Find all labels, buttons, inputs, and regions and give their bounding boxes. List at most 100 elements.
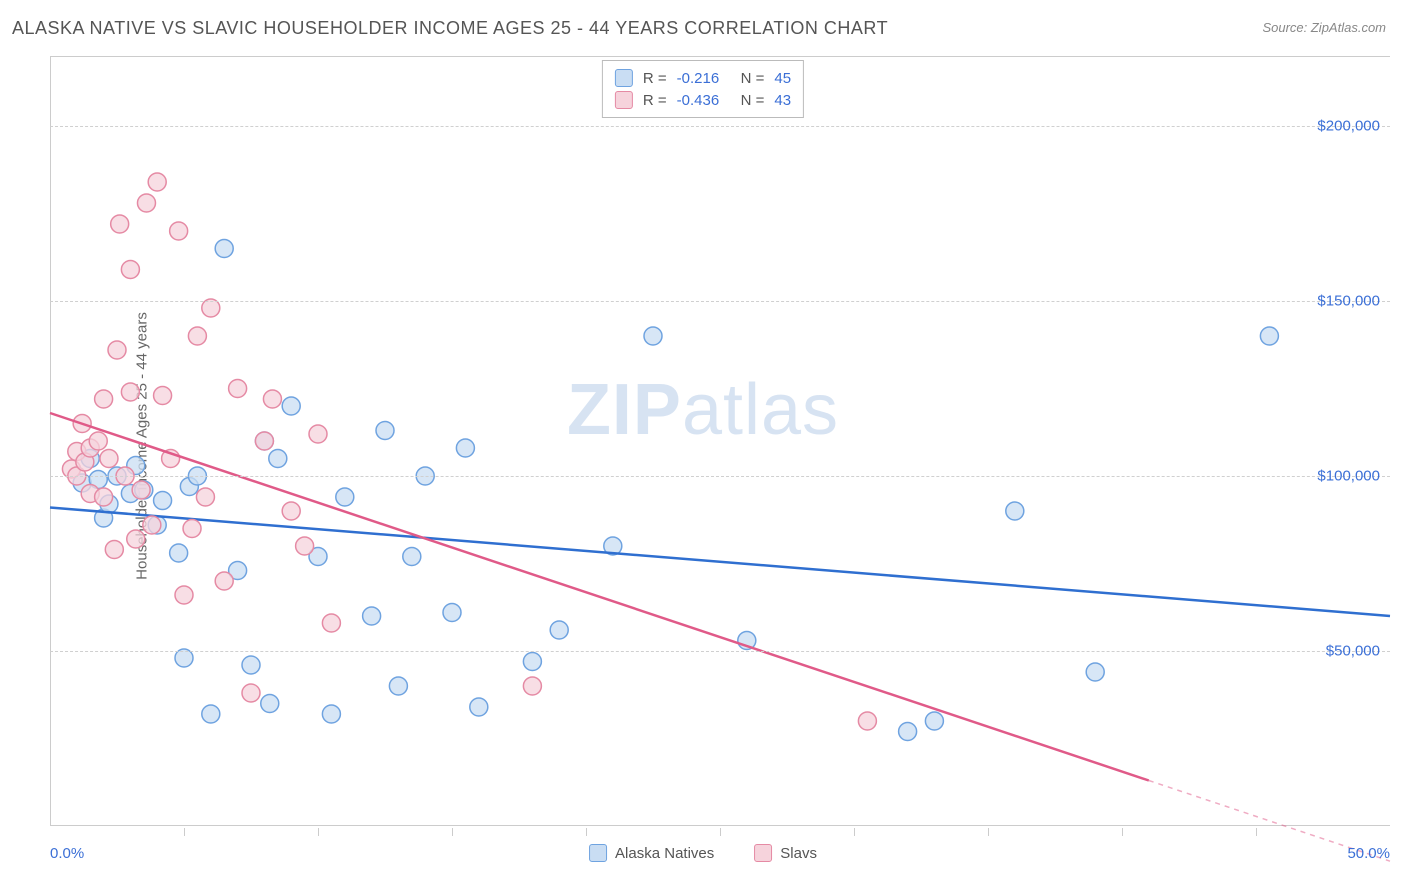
series-legend: Alaska Natives Slavs <box>589 844 817 862</box>
r-value: -0.436 <box>677 92 731 109</box>
legend-item: Alaska Natives <box>589 844 714 862</box>
data-point <box>523 653 541 671</box>
x-tick <box>184 828 185 836</box>
data-point <box>148 173 166 191</box>
data-point <box>170 544 188 562</box>
y-tick-label: $50,000 <box>1326 643 1380 660</box>
x-tick <box>586 828 587 836</box>
data-point <box>309 425 327 443</box>
correlation-legend: R = -0.216 N = 45 R = -0.436 N = 43 <box>602 60 804 118</box>
data-point <box>196 488 214 506</box>
data-point <box>229 380 247 398</box>
data-point <box>389 677 407 695</box>
data-point <box>550 621 568 639</box>
data-point <box>1260 327 1278 345</box>
data-point <box>470 698 488 716</box>
y-tick-label: $200,000 <box>1317 118 1380 135</box>
data-point <box>858 712 876 730</box>
data-point <box>263 390 281 408</box>
data-point <box>121 383 139 401</box>
gridline <box>50 301 1390 302</box>
data-point <box>443 604 461 622</box>
x-tick <box>988 828 989 836</box>
data-point <box>108 341 126 359</box>
legend-label: Alaska Natives <box>615 845 714 862</box>
data-point <box>121 261 139 279</box>
data-point <box>1086 663 1104 681</box>
legend-swatch <box>589 844 607 862</box>
legend-swatch <box>615 69 633 87</box>
data-point <box>154 387 172 405</box>
trend-line <box>50 413 1149 781</box>
data-point <box>188 327 206 345</box>
data-point <box>456 439 474 457</box>
data-point <box>111 215 129 233</box>
legend-label: Slavs <box>780 845 817 862</box>
x-tick <box>720 828 721 836</box>
scatter-svg <box>50 56 1390 826</box>
gridline <box>50 651 1390 652</box>
data-point <box>322 614 340 632</box>
data-point <box>183 520 201 538</box>
data-point <box>215 240 233 258</box>
data-point <box>296 537 314 555</box>
x-axis-end-label: 50.0% <box>1347 845 1390 862</box>
n-label: N = <box>741 92 765 109</box>
data-point <box>242 656 260 674</box>
x-tick <box>1122 828 1123 836</box>
trend-line <box>50 508 1390 617</box>
data-point <box>242 684 260 702</box>
data-point <box>143 516 161 534</box>
data-point <box>170 222 188 240</box>
data-point <box>282 502 300 520</box>
x-axis-start-label: 0.0% <box>50 845 84 862</box>
data-point <box>255 432 273 450</box>
legend-swatch <box>754 844 772 862</box>
gridline <box>50 126 1390 127</box>
data-point <box>127 530 145 548</box>
data-point <box>925 712 943 730</box>
data-point <box>202 705 220 723</box>
data-point <box>95 488 113 506</box>
legend-swatch <box>615 91 633 109</box>
data-point <box>322 705 340 723</box>
data-point <box>105 541 123 559</box>
data-point <box>100 450 118 468</box>
data-point <box>403 548 421 566</box>
r-label: R = <box>643 92 667 109</box>
data-point <box>261 695 279 713</box>
data-point <box>899 723 917 741</box>
x-tick <box>452 828 453 836</box>
x-tick <box>1256 828 1257 836</box>
source-attribution: Source: ZipAtlas.com <box>1262 20 1386 35</box>
data-point <box>644 327 662 345</box>
x-tick <box>318 828 319 836</box>
data-point <box>376 422 394 440</box>
data-point <box>175 586 193 604</box>
data-point <box>89 432 107 450</box>
legend-row: R = -0.436 N = 43 <box>615 89 791 111</box>
data-point <box>154 492 172 510</box>
gridline <box>50 476 1390 477</box>
r-value: -0.216 <box>677 70 731 87</box>
legend-row: R = -0.216 N = 45 <box>615 67 791 89</box>
y-tick-label: $100,000 <box>1317 468 1380 485</box>
data-point <box>282 397 300 415</box>
x-tick <box>854 828 855 836</box>
data-point <box>95 390 113 408</box>
data-point <box>132 481 150 499</box>
n-value: 45 <box>774 70 791 87</box>
chart-title: ALASKA NATIVE VS SLAVIC HOUSEHOLDER INCO… <box>12 18 888 39</box>
data-point <box>336 488 354 506</box>
n-value: 43 <box>774 92 791 109</box>
y-tick-label: $150,000 <box>1317 293 1380 310</box>
data-point <box>1006 502 1024 520</box>
n-label: N = <box>741 70 765 87</box>
data-point <box>363 607 381 625</box>
legend-item: Slavs <box>754 844 817 862</box>
data-point <box>215 572 233 590</box>
r-label: R = <box>643 70 667 87</box>
data-point <box>269 450 287 468</box>
data-point <box>523 677 541 695</box>
data-point <box>137 194 155 212</box>
